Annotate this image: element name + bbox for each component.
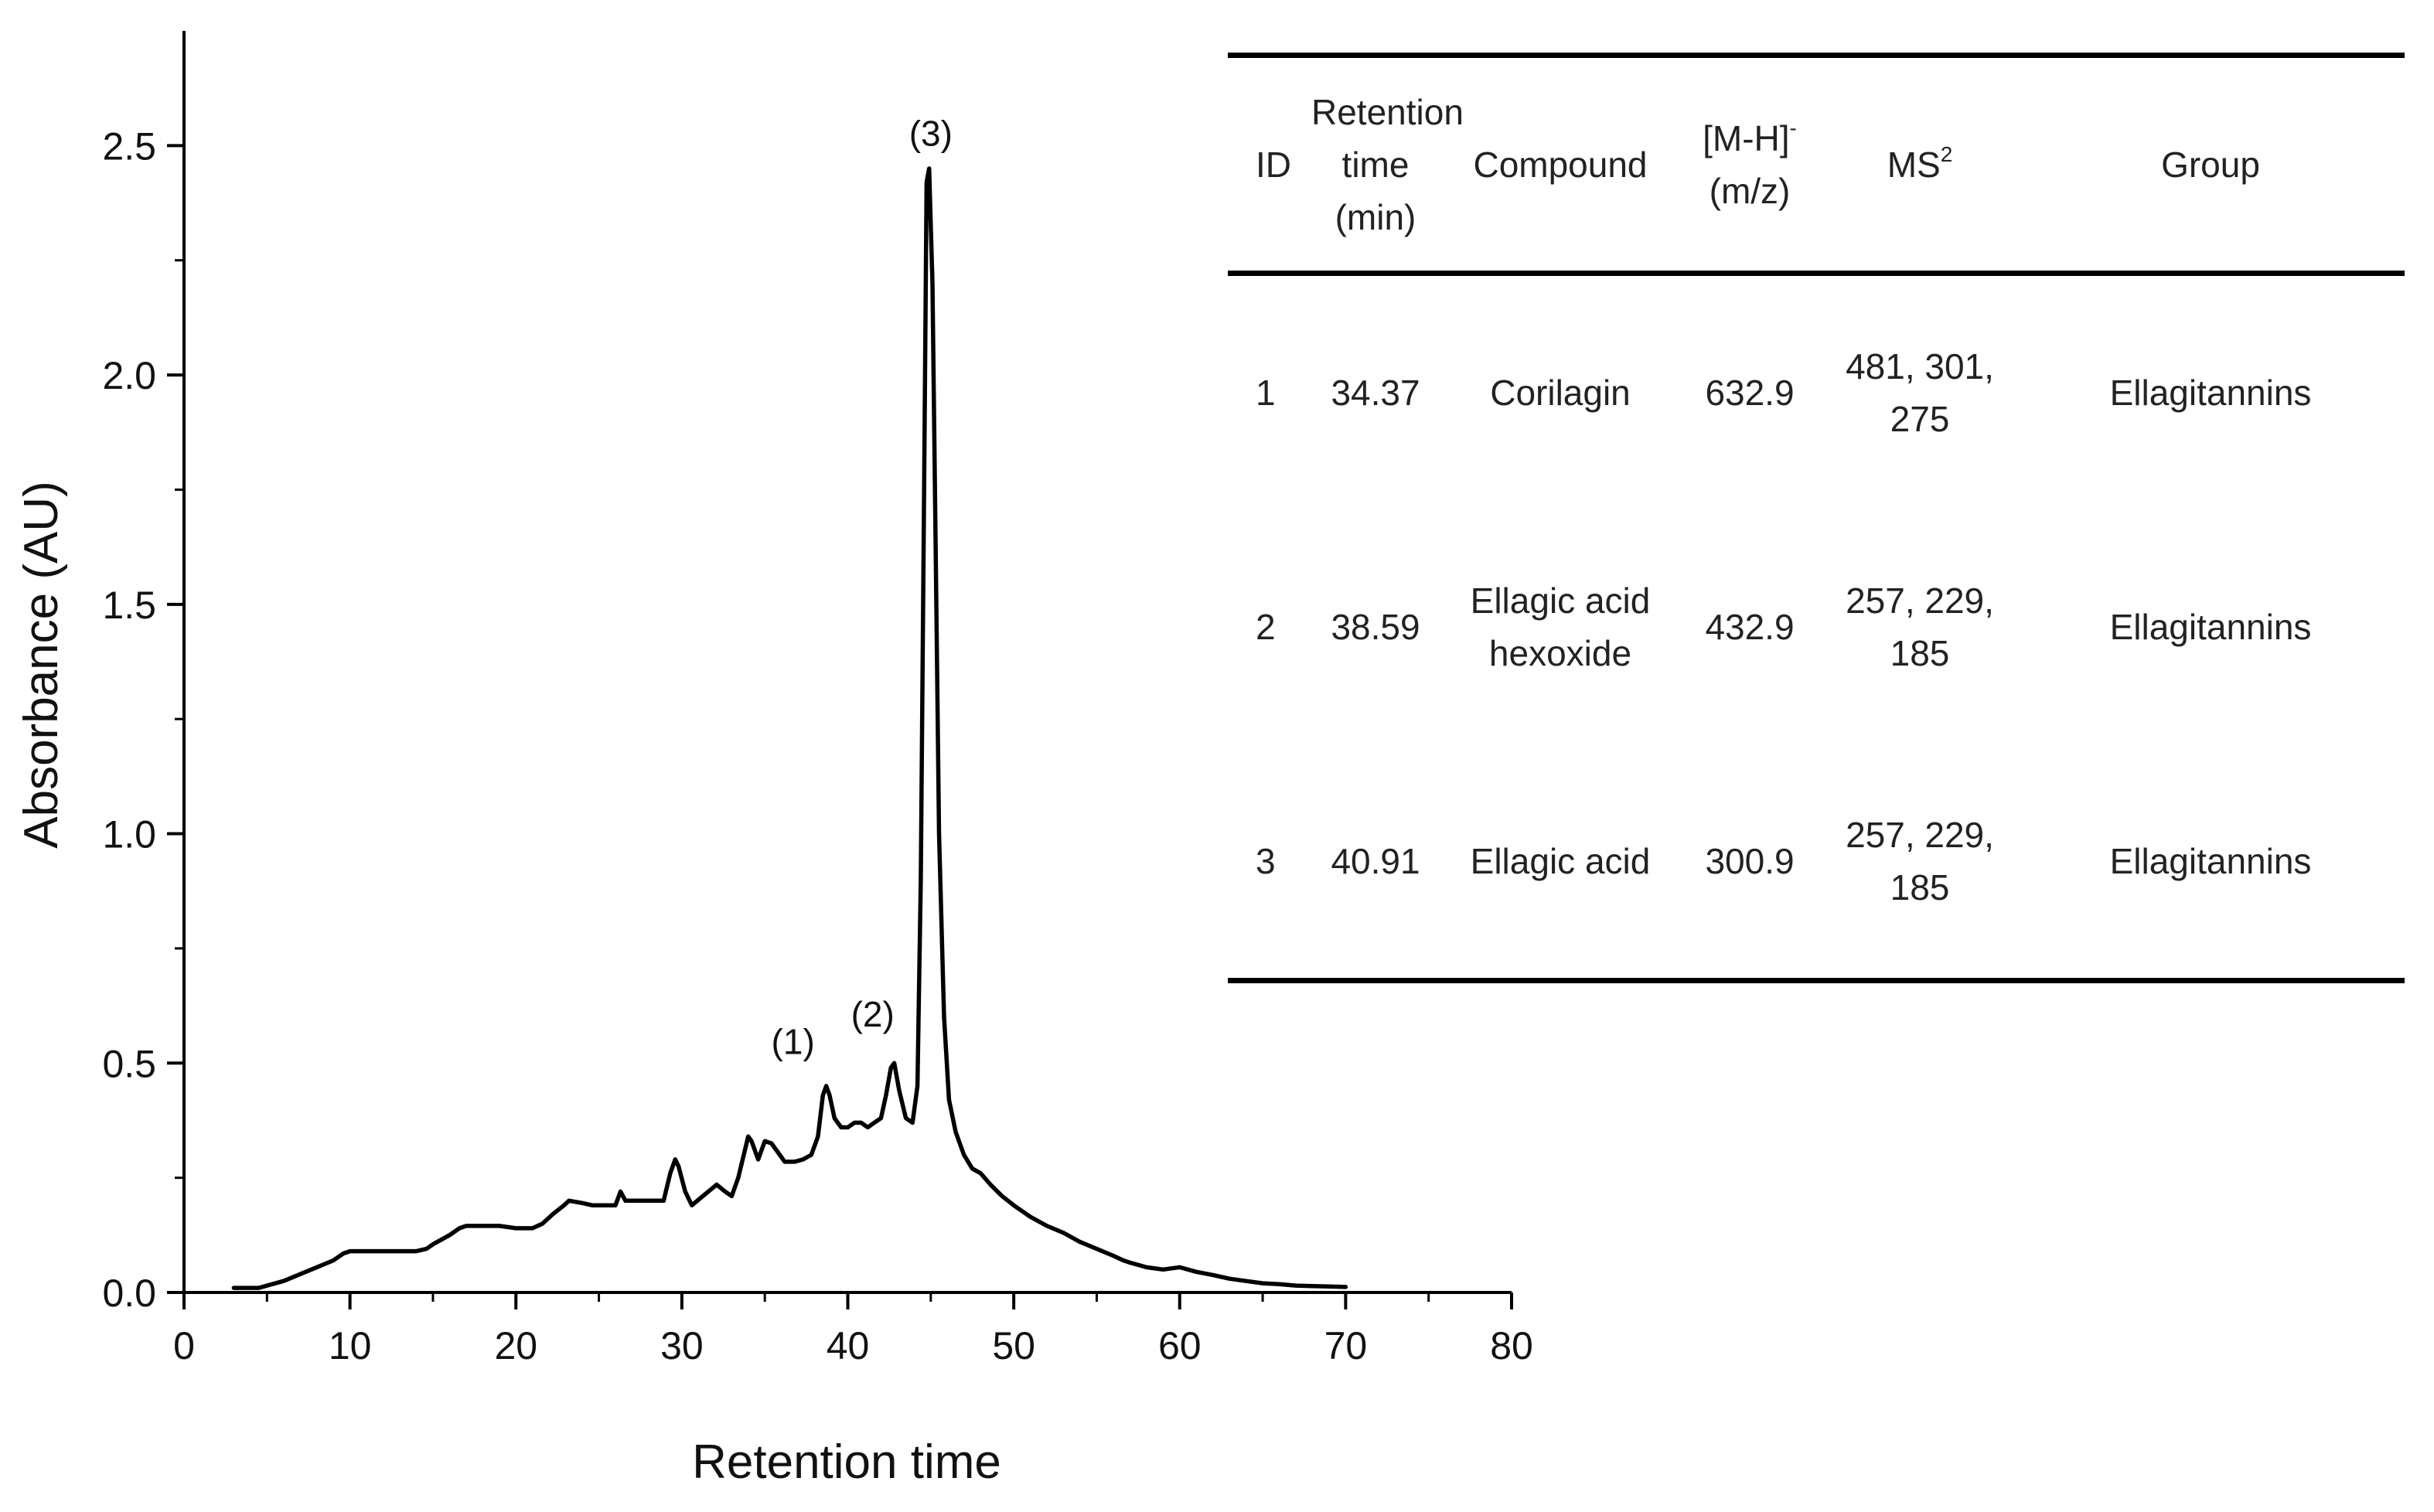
cell-id: 1 [1256,372,1276,413]
cell-group: Ellagitannins [2109,607,2312,647]
header-mz-sup: - [1789,115,1797,140]
header-compound: Compound [1473,144,1648,185]
cell-retention: 40.91 [1331,841,1420,882]
chromatogram-line [231,166,1348,1290]
x-tick-label: 10 [329,1324,372,1367]
cell-ms2-line1: 257, 229, [1846,815,1994,856]
header-mz-line1: [M-H]- [1681,112,1819,165]
cell-ms2-line1: 257, 229, [1846,581,1994,621]
header-retention-line2: time (min) [1335,144,1416,237]
y-tick-label: 2.0 [102,354,156,397]
cell-mz: 432.9 [1705,607,1795,647]
y-tick-label: 0.5 [102,1042,156,1085]
x-tick-label: 30 [660,1324,704,1367]
table-row: 2 38.59 Ellagic acid hexoxide 432.9 257,… [1228,509,2405,745]
cell-group: Ellagitannins [2109,372,2312,413]
table-header-row: ID Retention time (min) Compound [M-H]- … [1228,55,2405,274]
cell-compound-line1: Ellagic acid [1470,841,1651,882]
cell-compound: Ellagic acid [1444,745,1676,981]
compound-table: ID Retention time (min) Compound [M-H]- … [1228,53,2405,983]
x-tick-label: 20 [494,1324,537,1367]
cell-id: 2 [1256,607,1276,647]
cell-retention: 34.37 [1331,372,1420,413]
x-tick-label: 80 [1490,1324,1533,1367]
x-tick-label: 70 [1324,1324,1368,1367]
x-tick-label: 0 [173,1324,195,1367]
cell-compound: Corilagin [1444,274,1676,509]
cell-ms2: 481, 301, 275 [1823,274,2016,509]
cell-ms2: 257, 229, 185 [1823,745,2016,981]
y-tick-label: 1.5 [102,584,156,627]
x-tick-label: 40 [827,1324,870,1367]
table-row: 3 40.91 Ellagic acid 300.9 257, 229, 185… [1228,745,2405,981]
header-ms2-base: MS [1887,144,1941,185]
cell-compound-line1: Corilagin [1490,372,1631,413]
x-axis-title: Retention time [692,1435,1001,1489]
cell-compound-line2: hexoxide [1488,633,1632,673]
peak-annotations: (1) (2) (3) [772,113,953,1061]
chromatogram-chart: 0 10 20 30 40 50 60 70 800.00.51.01.52.02.5 (1)(… [15,31,1533,1489]
header-retention-time: Retention time (min) [1307,56,1464,274]
y-axis-title: Absorbance (AU) [15,481,68,849]
x-tick-label: 50 [992,1324,1035,1367]
peak-label: (2) [851,994,895,1034]
peak-label: (1) [772,1021,815,1061]
header-ms2: MS2 [1823,56,2016,274]
cell-ms2-line2: 275 [1890,398,1950,439]
y-tick-label: 2.5 [102,124,156,168]
header-group: Group [2161,144,2260,185]
header-mz-base: [M-H] [1703,117,1790,158]
peak-label: (3) [909,113,953,153]
table-row: 1 34.37 Corilagin 632.9 481, 301, 275 El… [1228,274,2405,509]
cell-compound: Ellagic acid hexoxide [1444,509,1676,745]
header-id: ID [1256,144,1291,185]
cell-compound-line1: Ellagic acid [1470,581,1651,621]
header-mz: [M-H]- (m/z) [1676,56,1823,274]
y-tick-label: 0.0 [102,1272,156,1315]
header-mz-line2: (m/z) [1709,170,1791,211]
cell-group: Ellagitannins [2109,841,2312,882]
header-retention-line1: Retention [1311,91,1464,132]
cell-retention: 38.59 [1331,607,1420,647]
cell-ms2: 257, 229, 185 [1823,509,2016,745]
cell-ms2-line1: 481, 301, [1846,346,1994,387]
cell-id: 3 [1256,841,1276,882]
chart-axes: 0 10 20 30 40 50 60 70 80 0.0 0.5 1.0 1.5 2.0 2.5 [102,31,1533,1367]
cell-ms2-line2: 185 [1890,867,1950,908]
x-tick-label: 60 [1158,1324,1202,1367]
cell-mz: 300.9 [1705,841,1795,882]
cell-ms2-line2: 185 [1890,633,1950,673]
header-ms2-sup: 2 [1940,141,1953,166]
cell-mz: 632.9 [1705,372,1795,413]
y-tick-label: 1.0 [102,813,156,856]
